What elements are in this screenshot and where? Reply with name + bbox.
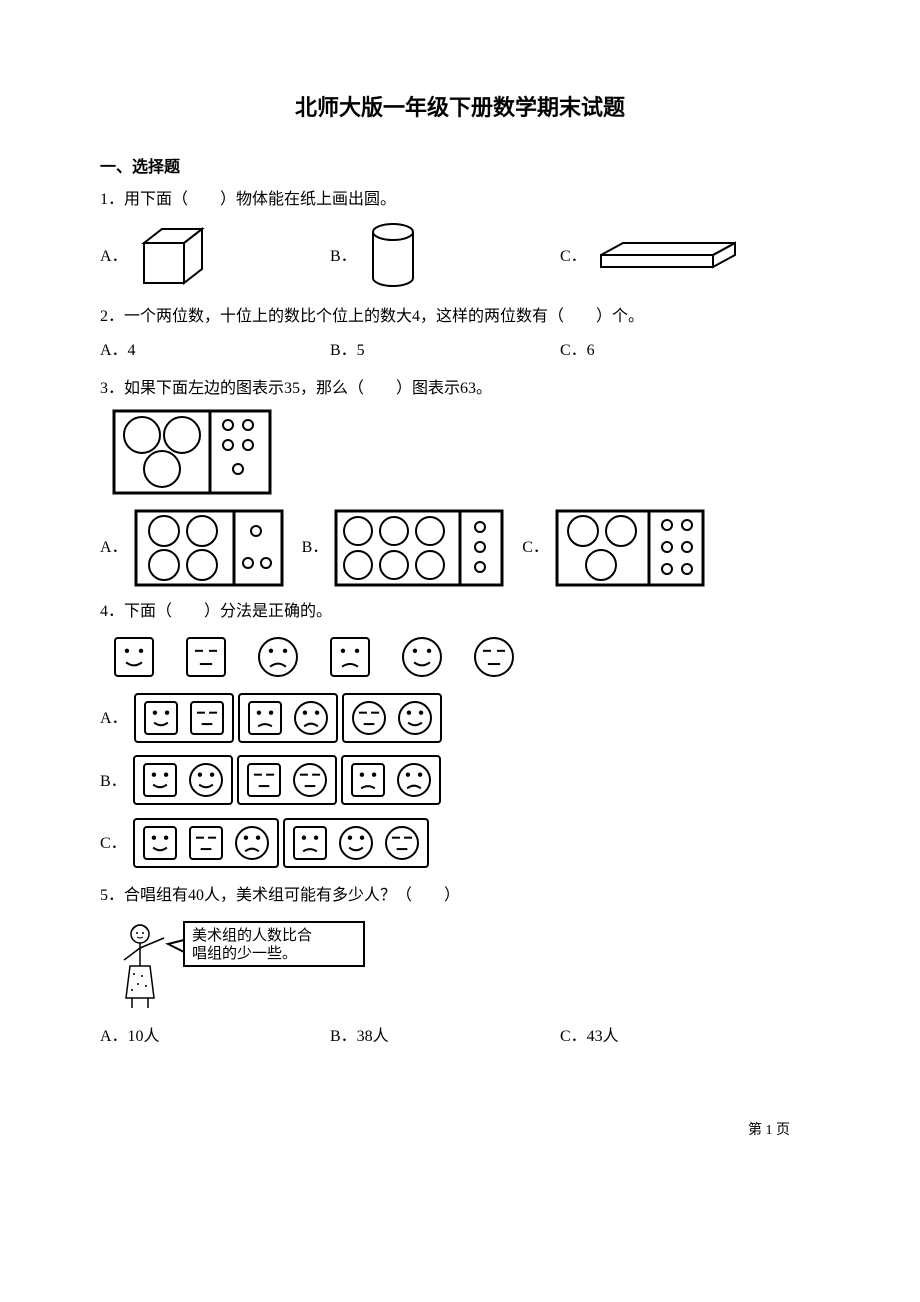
- q1-option-a: A．: [100, 221, 330, 291]
- cube-icon: [134, 221, 224, 291]
- q5-bubble-line1: 美术组的人数比合: [192, 927, 312, 944]
- q4-c-label: C．: [100, 831, 127, 857]
- q2-b-label: B．5: [330, 338, 365, 364]
- q1-option-c: C．: [560, 231, 790, 281]
- face-group: [238, 693, 338, 743]
- sq-neutral-icon: [184, 635, 228, 679]
- question-1: 1．用下面（ ）物体能在纸上画出圆。 A． B． C．: [100, 187, 820, 293]
- face-group: [341, 755, 441, 805]
- sq-frown-icon: [328, 635, 372, 679]
- q4-option-c: C．: [100, 818, 820, 871]
- face-group: [133, 818, 279, 868]
- sq-smile-icon: [141, 761, 179, 799]
- sq-smile-icon: [112, 635, 156, 679]
- q5-c-label: C．43人: [560, 1024, 619, 1050]
- q5-text: 5．合唱组有40人，美术组可能有多少人？（ ）: [100, 883, 820, 909]
- q2-c-label: C．6: [560, 338, 595, 364]
- section-1-header: 一、选择题: [100, 155, 820, 181]
- q3-option-b: B．: [302, 509, 505, 587]
- q3-reference-diagram: [112, 409, 820, 495]
- question-2: 2．一个两位数，十位上的数比个位上的数大4，这样的两位数有（ ）个。 A．4 B…: [100, 304, 820, 363]
- c-neutral-icon: [383, 824, 421, 862]
- sq-neutral-icon: [245, 761, 283, 799]
- q3-option-a: A．: [100, 509, 284, 587]
- q4-text: 4．下面（ ）分法是正确的。: [100, 599, 820, 625]
- q1-a-label: A．: [100, 244, 128, 270]
- c-smile-icon: [396, 699, 434, 737]
- sq-neutral-icon: [187, 824, 225, 862]
- q1-text: 1．用下面（ ）物体能在纸上画出圆。: [100, 187, 820, 213]
- face-group: [283, 818, 429, 868]
- question-3: 3．如果下面左边的图表示35，那么（ ）图表示63。 A．: [100, 376, 820, 588]
- q3-option-c: C．: [522, 509, 705, 587]
- q3-a-label: A．: [100, 535, 128, 561]
- page-footer: 第 1 页: [100, 1120, 820, 1142]
- question-4: 4．下面（ ）分法是正确的。 A． B． C．: [100, 599, 820, 870]
- cylinder-icon: [363, 220, 423, 292]
- q2-option-c: C．6: [560, 338, 790, 364]
- q5-option-a: A．10人: [100, 1024, 330, 1050]
- c-smile-icon: [187, 761, 225, 799]
- sq-smile-icon: [141, 824, 179, 862]
- q5-b-label: B．38人: [330, 1024, 389, 1050]
- c-neutral-icon: [350, 699, 388, 737]
- q3-text: 3．如果下面左边的图表示35，那么（ ）图表示63。: [100, 376, 820, 402]
- c-smile-icon: [400, 635, 444, 679]
- c-sad-icon: [395, 761, 433, 799]
- c-neutral-icon: [472, 635, 516, 679]
- question-5: 5．合唱组有40人，美术组可能有多少人？（ ） 美术组的人数比合 唱组的少一些。…: [100, 883, 820, 1050]
- c-sad-icon: [256, 635, 300, 679]
- sq-smile-icon: [142, 699, 180, 737]
- slab-icon: [593, 231, 743, 281]
- q2-option-b: B．5: [330, 338, 560, 364]
- c-sad-icon: [233, 824, 271, 862]
- q5-option-b: B．38人: [330, 1024, 560, 1050]
- face-group: [133, 755, 233, 805]
- q1-c-label: C．: [560, 244, 587, 270]
- q5-a-label: A．10人: [100, 1024, 160, 1050]
- sq-neutral-icon: [188, 699, 226, 737]
- q2-option-a: A．4: [100, 338, 330, 364]
- q5-option-c: C．43人: [560, 1024, 790, 1050]
- q1-option-b: B．: [330, 220, 560, 292]
- q4-option-a: A．: [100, 693, 820, 746]
- c-smile-icon: [337, 824, 375, 862]
- q5-figure: 美术组的人数比合 唱组的少一些。: [112, 916, 820, 1016]
- q5-bubble-line2: 唱组的少一些。: [192, 945, 297, 962]
- q4-a-label: A．: [100, 706, 128, 732]
- q4-option-b: B．: [100, 755, 820, 808]
- page-title: 北师大版一年级下册数学期末试题: [100, 90, 820, 125]
- q1-b-label: B．: [330, 244, 357, 270]
- face-group: [237, 755, 337, 805]
- q3-c-label: C．: [522, 535, 549, 561]
- sq-frown-icon: [349, 761, 387, 799]
- sq-frown-icon: [246, 699, 284, 737]
- face-group: [342, 693, 442, 743]
- q4-icon-row: [112, 635, 820, 679]
- q3-b-label: B．: [302, 535, 329, 561]
- q2-text: 2．一个两位数，十位上的数比个位上的数大4，这样的两位数有（ ）个。: [100, 304, 820, 330]
- c-sad-icon: [292, 699, 330, 737]
- sq-frown-icon: [291, 824, 329, 862]
- q2-a-label: A．4: [100, 338, 136, 364]
- c-neutral-icon: [291, 761, 329, 799]
- q4-b-label: B．: [100, 769, 127, 795]
- face-group: [134, 693, 234, 743]
